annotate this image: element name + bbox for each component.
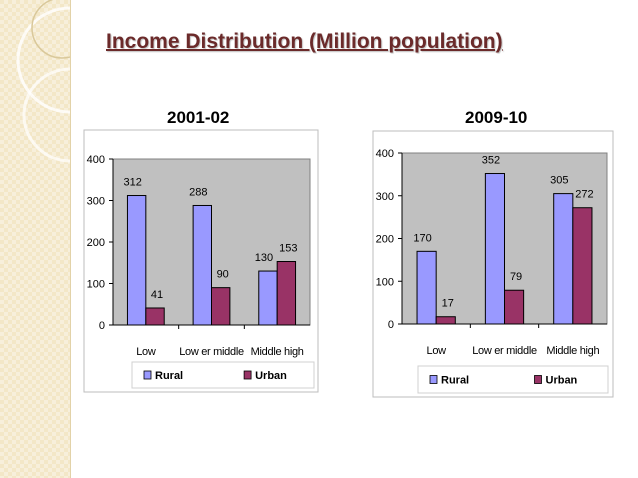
x-tick-label: Low er middle [472,345,537,357]
data-label: 170 [413,232,431,244]
data-label: 352 [482,155,500,167]
data-label: 153 [279,243,297,255]
x-tick-label: Low er middle [179,346,244,358]
data-label: 79 [510,271,522,283]
bar-rural [126,195,147,326]
bar-urban [211,287,231,326]
y-tick-label: 0 [99,320,105,332]
legend-swatch-rural [143,370,152,380]
x-tick-label: Low [427,345,447,357]
legend-swatch-urban [243,370,252,380]
bar-rural [416,250,437,325]
data-label: 312 [123,177,141,189]
data-label: 90 [217,269,229,281]
data-label: 305 [550,175,568,187]
y-tick-label: 300 [376,191,394,203]
y-tick-label: 400 [376,148,394,160]
legend-swatch-rural [429,375,438,384]
bar-rural [553,193,574,325]
legend-box [417,365,609,394]
x-tick-label: Middle high [251,346,304,358]
bar-urban [572,207,593,325]
y-tick-label: 100 [87,279,105,291]
bar-urban [504,289,525,325]
bar-urban [435,316,456,325]
legend-label-rural: Rural [155,370,183,382]
x-tick-label: Low [136,346,156,358]
legend-label-urban: Urban [546,375,578,387]
legend-swatch-urban [534,375,542,384]
y-tick-label: 100 [376,276,394,288]
bar-rural [258,270,278,326]
bar-urban [145,307,165,326]
bar-urban [276,261,297,326]
decorative-circles [16,0,70,163]
slide-title: Income Distribution (Million population) [106,30,503,53]
data-label: 41 [151,289,163,301]
decorative-side-strip [0,0,71,478]
legend-label-rural: Rural [441,375,469,387]
bar-rural [192,204,212,326]
y-tick-label: 0 [388,319,394,331]
data-label: 288 [189,186,207,198]
data-label: 272 [575,189,593,201]
data-label: 17 [442,298,454,310]
chart-1-title: 2001-02 [167,108,230,127]
y-tick-label: 200 [376,234,394,246]
legend-label-urban: Urban [255,370,287,382]
x-tick-label: Middle high [546,345,599,357]
y-tick-label: 400 [87,154,105,166]
y-tick-label: 300 [87,196,105,208]
bar-rural [484,173,506,325]
chart-2-title: 2009-10 [465,108,528,127]
y-tick-label: 200 [87,237,105,249]
data-label: 130 [255,252,273,264]
legend-box [131,361,315,389]
